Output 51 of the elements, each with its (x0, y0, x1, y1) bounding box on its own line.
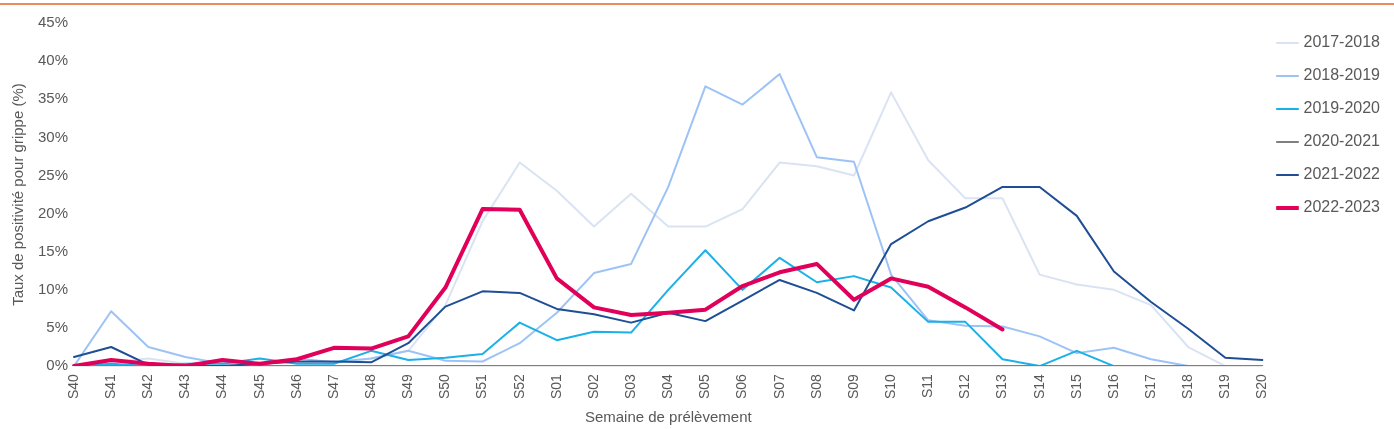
x-tick-label: S06 (733, 373, 750, 400)
y-tick-label: 25% (37, 165, 69, 183)
x-tick-label: S17 (1141, 373, 1158, 400)
y-tick-label: 20% (37, 203, 69, 221)
x-tick-label: S44 (213, 373, 230, 400)
x-tick-label: S40 (64, 373, 81, 400)
y-tick-label: 35% (37, 89, 69, 107)
x-tick-label: S10 (881, 373, 898, 400)
x-tick-label: S50 (436, 373, 453, 400)
x-tick-label: S11 (919, 373, 936, 398)
x-tick-label: S48 (362, 373, 378, 400)
x-tick-label: S43 (176, 373, 193, 400)
x-tick-label: S04 (659, 373, 676, 400)
legend-label: 2017-2018 (1303, 33, 1381, 51)
x-tick-label: S42 (139, 373, 156, 400)
x-tick-label: S19 (1216, 373, 1233, 400)
x-tick-label: S08 (807, 373, 824, 400)
y-tick-label: 0% (46, 356, 69, 374)
x-axis-title: Semaine de prélèvement (584, 408, 753, 426)
x-tick-label: S46 (287, 373, 304, 400)
x-tick-label: S02 (584, 373, 601, 400)
y-axis-title: Taux de positivité pour grippe (%) (9, 83, 27, 306)
x-tick-label: S20 (1253, 373, 1270, 400)
legend-label: 2021-2022 (1303, 165, 1381, 183)
legend-label: 2019-2020 (1303, 99, 1381, 117)
x-tick-label: S12 (956, 373, 973, 400)
x-tick-label: S15 (1067, 373, 1084, 400)
x-tick-label: S05 (696, 373, 713, 400)
y-tick-label: 30% (37, 127, 69, 145)
y-tick-label: 40% (37, 51, 69, 69)
x-tick-label: S18 (1179, 373, 1196, 400)
x-tick-label: S41 (102, 373, 119, 400)
legend-label: 2022-2023 (1303, 198, 1381, 216)
legend-label: 2020-2021 (1303, 132, 1381, 150)
x-tick-label: S47 (324, 373, 341, 400)
y-tick-label: 45% (37, 13, 69, 31)
x-tick-label: S07 (770, 373, 787, 400)
x-tick-label: S49 (399, 373, 416, 400)
x-tick-label: S14 (1030, 373, 1047, 400)
x-tick-label: S03 (621, 373, 638, 400)
x-tick-label: S09 (844, 373, 861, 400)
x-tick-label: S51 (473, 373, 490, 400)
x-tick-label: S13 (993, 373, 1010, 400)
x-tick-label: S01 (547, 373, 564, 400)
y-tick-label: 10% (37, 279, 69, 297)
x-tick-label: S45 (250, 373, 267, 400)
y-tick-label: 5% (46, 318, 69, 336)
x-tick-label: S52 (510, 373, 527, 400)
legend-label: 2018-2019 (1303, 66, 1381, 84)
x-tick-label: S16 (1104, 373, 1121, 400)
y-tick-label: 15% (37, 241, 69, 259)
